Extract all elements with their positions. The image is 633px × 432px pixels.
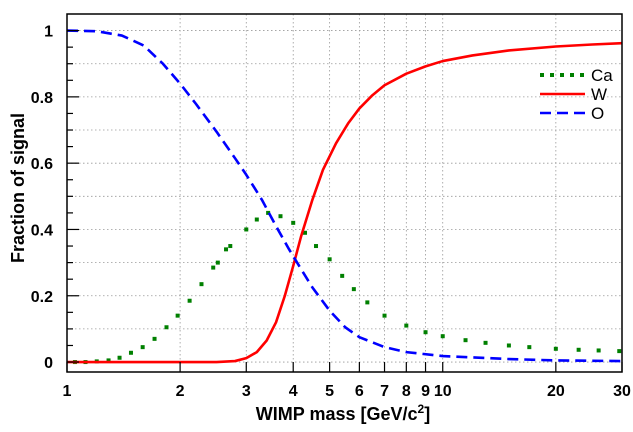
data-point-ca <box>228 244 233 249</box>
axis-ticks <box>66 29 623 372</box>
legend-label-o: O <box>591 104 604 123</box>
data-point-ca <box>211 265 216 270</box>
series-line-w <box>67 41 623 364</box>
data-point-ca <box>224 247 229 252</box>
x-axis-title: WIMP mass [GeV/c2] <box>256 402 430 424</box>
legend-marker-ca <box>570 73 574 77</box>
data-point-ca <box>440 334 445 339</box>
y-tick-label: 0.6 <box>31 156 53 173</box>
legend-marker-ca <box>550 73 554 77</box>
data-point-ca <box>314 244 319 249</box>
x-tick-label: 9 <box>421 383 430 400</box>
data-point-ca <box>382 313 387 318</box>
data-point-ca <box>327 257 332 262</box>
y-tick-label: 1 <box>44 24 53 41</box>
data-point-ca <box>291 220 296 225</box>
data-point-ca <box>553 346 558 351</box>
data-point-ca <box>266 210 271 215</box>
series-layer <box>66 29 623 365</box>
y-axis-title: Fraction of signal <box>8 113 28 263</box>
data-point-ca <box>164 325 169 330</box>
series-line-o <box>66 29 623 363</box>
x-tick-labels: 1 2 3 4 5 6 7 8 9 10 20 30 <box>63 383 631 400</box>
data-point-ca <box>117 355 122 360</box>
data-point-ca <box>175 313 180 318</box>
grid <box>67 14 622 372</box>
legend-label-w: W <box>591 85 607 104</box>
data-point-ca <box>351 287 356 292</box>
data-point-ca <box>215 260 220 265</box>
data-point-ca <box>506 343 511 348</box>
data-point-ca <box>303 230 308 235</box>
x-tick-label: 5 <box>325 383 334 400</box>
x-tick-label: 20 <box>547 383 565 400</box>
plot-frame <box>66 13 623 373</box>
data-point-ca <box>404 323 409 328</box>
series-ca <box>72 210 622 365</box>
legend-marker-ca <box>560 73 564 77</box>
data-point-ca <box>596 348 601 353</box>
legend-marker-ca <box>540 73 544 77</box>
x-tick-label: 3 <box>242 383 251 400</box>
y-tick-label: 0.2 <box>31 289 53 306</box>
data-point-ca <box>244 227 249 232</box>
y-tick-label: 0 <box>44 355 53 372</box>
legend-label-ca: Ca <box>591 66 613 85</box>
x-tick-label: 8 <box>402 383 411 400</box>
y-tick-label: 0.4 <box>31 222 53 239</box>
data-point-ca <box>365 300 370 305</box>
x-tick-label: 7 <box>380 383 389 400</box>
data-point-ca <box>527 345 532 350</box>
x-tick-label: 4 <box>289 383 298 400</box>
x-tick-label: 2 <box>176 383 185 400</box>
data-point-ca <box>187 298 192 303</box>
x-tick-label: 6 <box>355 383 364 400</box>
data-point-ca <box>463 338 468 343</box>
data-point-ca <box>152 336 157 341</box>
data-point-ca <box>128 350 133 355</box>
data-point-ca <box>140 345 145 350</box>
data-point-ca <box>106 358 111 363</box>
data-point-ca <box>617 349 622 354</box>
y-tick-labels: 0 0.2 0.4 0.6 0.8 1 <box>31 24 53 372</box>
legend-marker-ca <box>580 73 584 77</box>
data-point-ca <box>483 340 488 345</box>
data-point-ca <box>423 330 428 335</box>
data-point-ca <box>340 273 345 278</box>
x-tick-label: 30 <box>613 383 631 400</box>
data-point-ca <box>576 347 581 352</box>
data-point-ca <box>199 282 204 287</box>
y-tick-label: 0.8 <box>31 90 53 107</box>
data-point-ca <box>278 214 283 219</box>
x-tick-label: 1 <box>63 383 72 400</box>
data-point-ca <box>254 217 259 222</box>
x-tick-label: 10 <box>434 383 452 400</box>
